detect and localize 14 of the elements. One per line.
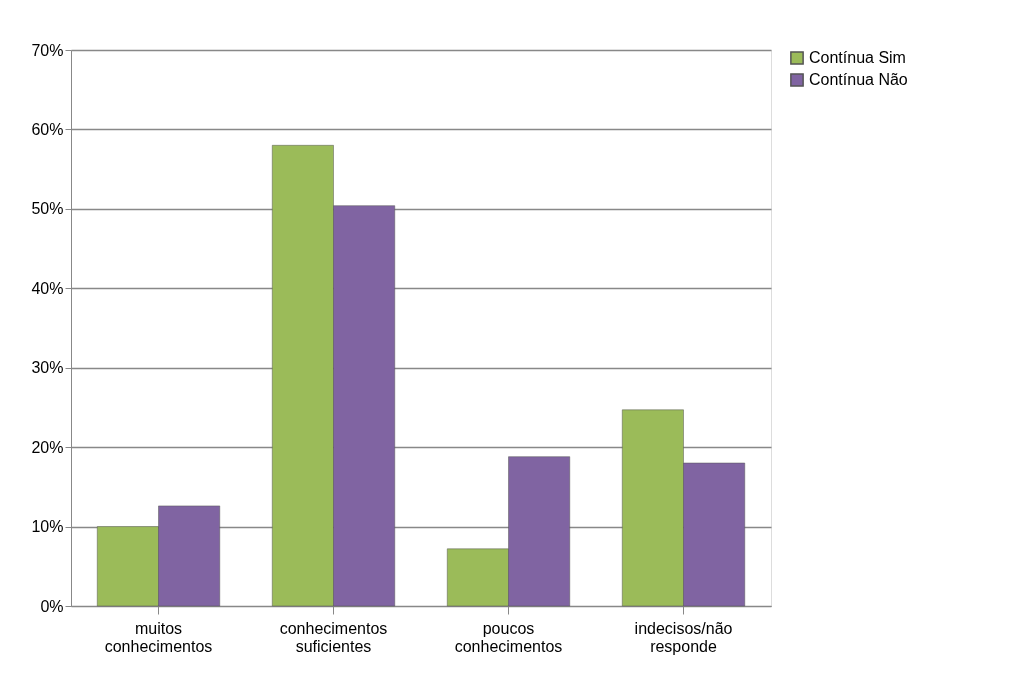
legend-label: Contínua Não: [809, 71, 908, 88]
legend-label: Contínua Sim: [809, 49, 906, 66]
y-tick-label: 30%: [31, 359, 64, 377]
y-tick-label: 10%: [31, 518, 64, 536]
x-tick-label: poucos conhecimentos: [454, 619, 563, 655]
x-tick-label: muitos conhecimentos: [104, 619, 213, 655]
y-tick-label: 70%: [31, 41, 64, 59]
x-tick-label: indecisos/não responde: [634, 619, 733, 655]
x-tick-label: conhecimentos suficientes: [279, 619, 388, 655]
y-tick-label: 50%: [31, 200, 64, 218]
y-tick-label: 40%: [31, 279, 64, 297]
y-tick-label: 0%: [40, 597, 64, 615]
y-tick-label: 20%: [31, 438, 64, 456]
y-tick-label: 60%: [31, 120, 64, 138]
